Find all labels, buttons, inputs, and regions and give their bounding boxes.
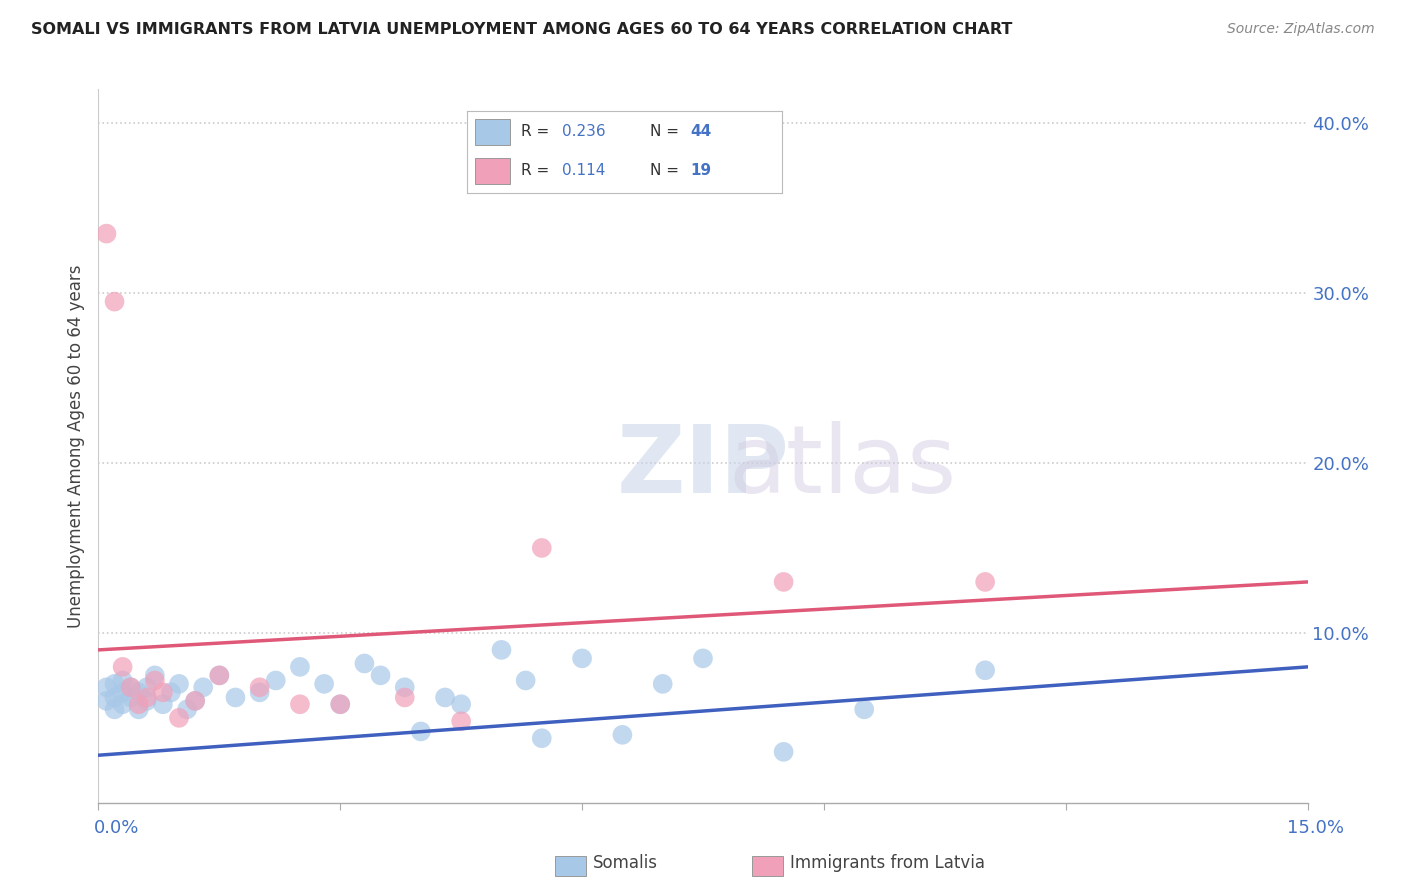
Text: Immigrants from Latvia: Immigrants from Latvia (790, 855, 986, 872)
Point (853, 702, 876, 716)
Point (515, 673, 537, 688)
Point (135, 680, 157, 694)
Point (111, 673, 134, 688)
Point (128, 685, 150, 699)
Point (772, 745, 794, 759)
Point (974, 663, 997, 677)
Point (128, 698, 150, 712)
Point (193, 680, 215, 694)
Point (176, 702, 198, 716)
Point (111, 660, 134, 674)
Point (974, 574, 997, 589)
Point (530, 731, 553, 746)
Point (152, 685, 174, 699)
Point (103, 690, 125, 705)
Point (612, 728, 634, 742)
Point (111, 685, 134, 699)
Text: SOMALI VS IMMIGRANTS FROM LATVIA UNEMPLOYMENT AMONG AGES 60 TO 64 YEARS CORRELAT: SOMALI VS IMMIGRANTS FROM LATVIA UNEMPLO… (31, 22, 1012, 37)
Point (128, 702, 150, 716)
Point (103, 294, 125, 309)
Point (491, 643, 513, 657)
Point (96, 227, 118, 241)
Point (184, 694, 207, 708)
Point (314, 677, 336, 691)
Point (135, 694, 157, 708)
Point (120, 690, 142, 705)
Point (264, 673, 287, 688)
Point (434, 690, 457, 705)
Point (103, 702, 125, 716)
Point (143, 668, 166, 682)
Point (409, 724, 432, 739)
Point (370, 668, 392, 682)
Point (120, 680, 142, 694)
Text: 15.0%: 15.0% (1286, 819, 1344, 837)
Point (135, 690, 157, 705)
Y-axis label: Unemployment Among Ages 60 to 64 years: Unemployment Among Ages 60 to 64 years (66, 264, 84, 628)
Point (353, 657, 375, 671)
Point (111, 698, 134, 712)
Point (288, 660, 311, 674)
Point (571, 651, 593, 665)
Point (152, 698, 174, 712)
Point (249, 685, 271, 699)
Point (208, 668, 231, 682)
Point (288, 698, 311, 712)
Point (530, 541, 553, 555)
Text: Somalis: Somalis (593, 855, 658, 872)
Point (143, 673, 166, 688)
Point (167, 711, 190, 725)
Point (651, 677, 673, 691)
Point (103, 677, 125, 691)
Point (160, 685, 183, 699)
Point (184, 694, 207, 708)
Point (167, 677, 190, 691)
Point (450, 714, 472, 729)
Point (692, 651, 714, 665)
Text: atlas: atlas (728, 421, 956, 514)
Point (249, 680, 271, 694)
Point (208, 668, 231, 682)
Point (224, 690, 246, 705)
Point (96, 694, 118, 708)
Text: Source: ZipAtlas.com: Source: ZipAtlas.com (1227, 22, 1375, 37)
Text: ZIP: ZIP (617, 421, 789, 514)
Point (450, 698, 472, 712)
Point (394, 680, 416, 694)
Point (772, 574, 794, 589)
Point (394, 690, 416, 705)
Point (329, 698, 352, 712)
Point (96, 680, 118, 694)
Point (120, 680, 142, 694)
Text: 0.0%: 0.0% (94, 819, 139, 837)
Point (329, 698, 352, 712)
